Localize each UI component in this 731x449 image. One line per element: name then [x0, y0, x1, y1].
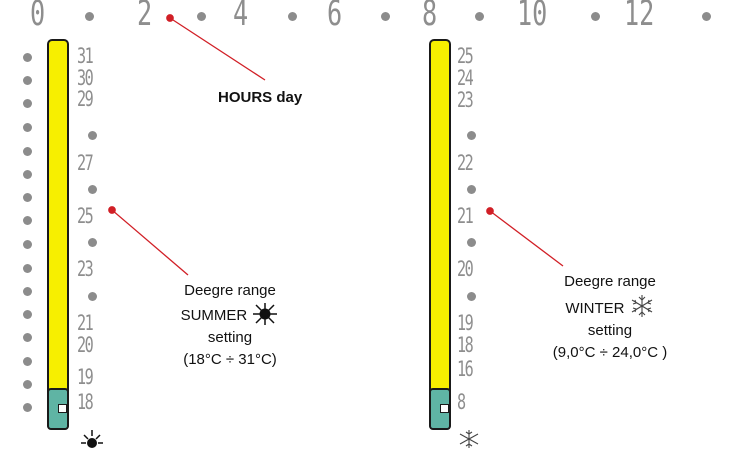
dot [23, 76, 32, 85]
winter-scale-label: 8 [457, 390, 466, 414]
dot [467, 238, 476, 247]
dot [88, 292, 97, 301]
winter-scale-label: 22 [457, 151, 474, 175]
winter-scale-label: 19 [457, 311, 474, 335]
hour-dot [288, 12, 297, 21]
snowflake-icon [631, 295, 652, 317]
snowflake-icon [459, 430, 479, 448]
hour-dot [475, 12, 484, 21]
dot [23, 264, 32, 273]
dot [467, 292, 476, 301]
winter-scale-label: 18 [457, 333, 474, 357]
dot [23, 380, 32, 389]
hour-dot [197, 12, 206, 21]
summer-scale-label: 31 [77, 44, 94, 68]
summer-scale-label: 29 [77, 87, 94, 111]
dot [467, 131, 476, 140]
dot [88, 238, 97, 247]
cap-indicator [440, 404, 449, 413]
dot [23, 147, 32, 156]
winter-caption: Deegre range WINTER setting (9,0°C ÷ 24,… [520, 271, 700, 364]
hour-label-8: 8 [422, 0, 438, 34]
caption-line: SUMMER [140, 302, 320, 327]
hours-leader-dot [166, 14, 174, 22]
sun-icon [253, 303, 278, 325]
dot [23, 193, 32, 202]
dot [23, 333, 32, 342]
winter-scale-label: 21 [457, 204, 474, 228]
caption-line: setting [207, 329, 253, 346]
winter-scale-label: 23 [457, 88, 474, 112]
caption-line: (9,0°C ÷ 24,0°C ) [552, 344, 668, 361]
winter-scale-label: 24 [457, 66, 474, 90]
winter-scale-label: 25 [457, 44, 474, 68]
caption-line: Deegre range [564, 273, 656, 290]
hour-label-0: 0 [30, 0, 46, 34]
summer-scale-label: 23 [77, 257, 94, 281]
dot [23, 403, 32, 412]
hour-label-6: 6 [327, 0, 343, 34]
caption-line: (18°C ÷ 31°C) [183, 351, 277, 368]
caption-line: setting [587, 322, 633, 339]
cap-indicator [58, 404, 67, 413]
dot [23, 216, 32, 225]
hour-dot [381, 12, 390, 21]
summer-scale-label: 18 [77, 390, 94, 414]
summer-leader-line [111, 209, 189, 276]
summer-leader-dot [108, 206, 116, 214]
caption-line: Deegre range [184, 282, 276, 299]
dot [88, 185, 97, 194]
hour-dot [591, 12, 600, 21]
dot [23, 310, 32, 319]
hour-label-10: 10 [517, 0, 548, 34]
hours-day-label: HOURS day [218, 89, 303, 106]
dot [23, 53, 32, 62]
dot [23, 99, 32, 108]
summer-caption: Deegre range SUMMER setting (18°C ÷ 31°C… [140, 280, 320, 371]
summer-scale-label: 20 [77, 333, 94, 357]
winter-leader-dot [486, 207, 494, 215]
caption-season: WINTER [565, 300, 625, 317]
hour-label-2: 2 [137, 0, 153, 34]
winter-leader-line [489, 210, 564, 267]
dot [23, 287, 32, 296]
hour-dot [85, 12, 94, 21]
winter-scale-label: 20 [457, 257, 474, 281]
winter-scale-label: 16 [457, 357, 474, 381]
dot [467, 185, 476, 194]
summer-scale-label: 21 [77, 311, 94, 335]
dot [23, 357, 32, 366]
summer-scale-label: 27 [77, 151, 94, 175]
summer-scale-label: 30 [77, 66, 94, 90]
summer-scale-label: 25 [77, 204, 94, 228]
hours-leader-line [169, 17, 266, 81]
caption-season: SUMMER [180, 307, 248, 324]
sun-icon [81, 430, 103, 448]
dot [23, 123, 32, 132]
hour-dot [702, 12, 711, 21]
dot [23, 240, 32, 249]
summer-scale-label: 19 [77, 365, 94, 389]
dot [88, 131, 97, 140]
hour-label-12: 12 [624, 0, 655, 34]
hour-label-4: 4 [233, 0, 249, 34]
caption-line: WINTER [520, 293, 700, 320]
dot [23, 170, 32, 179]
